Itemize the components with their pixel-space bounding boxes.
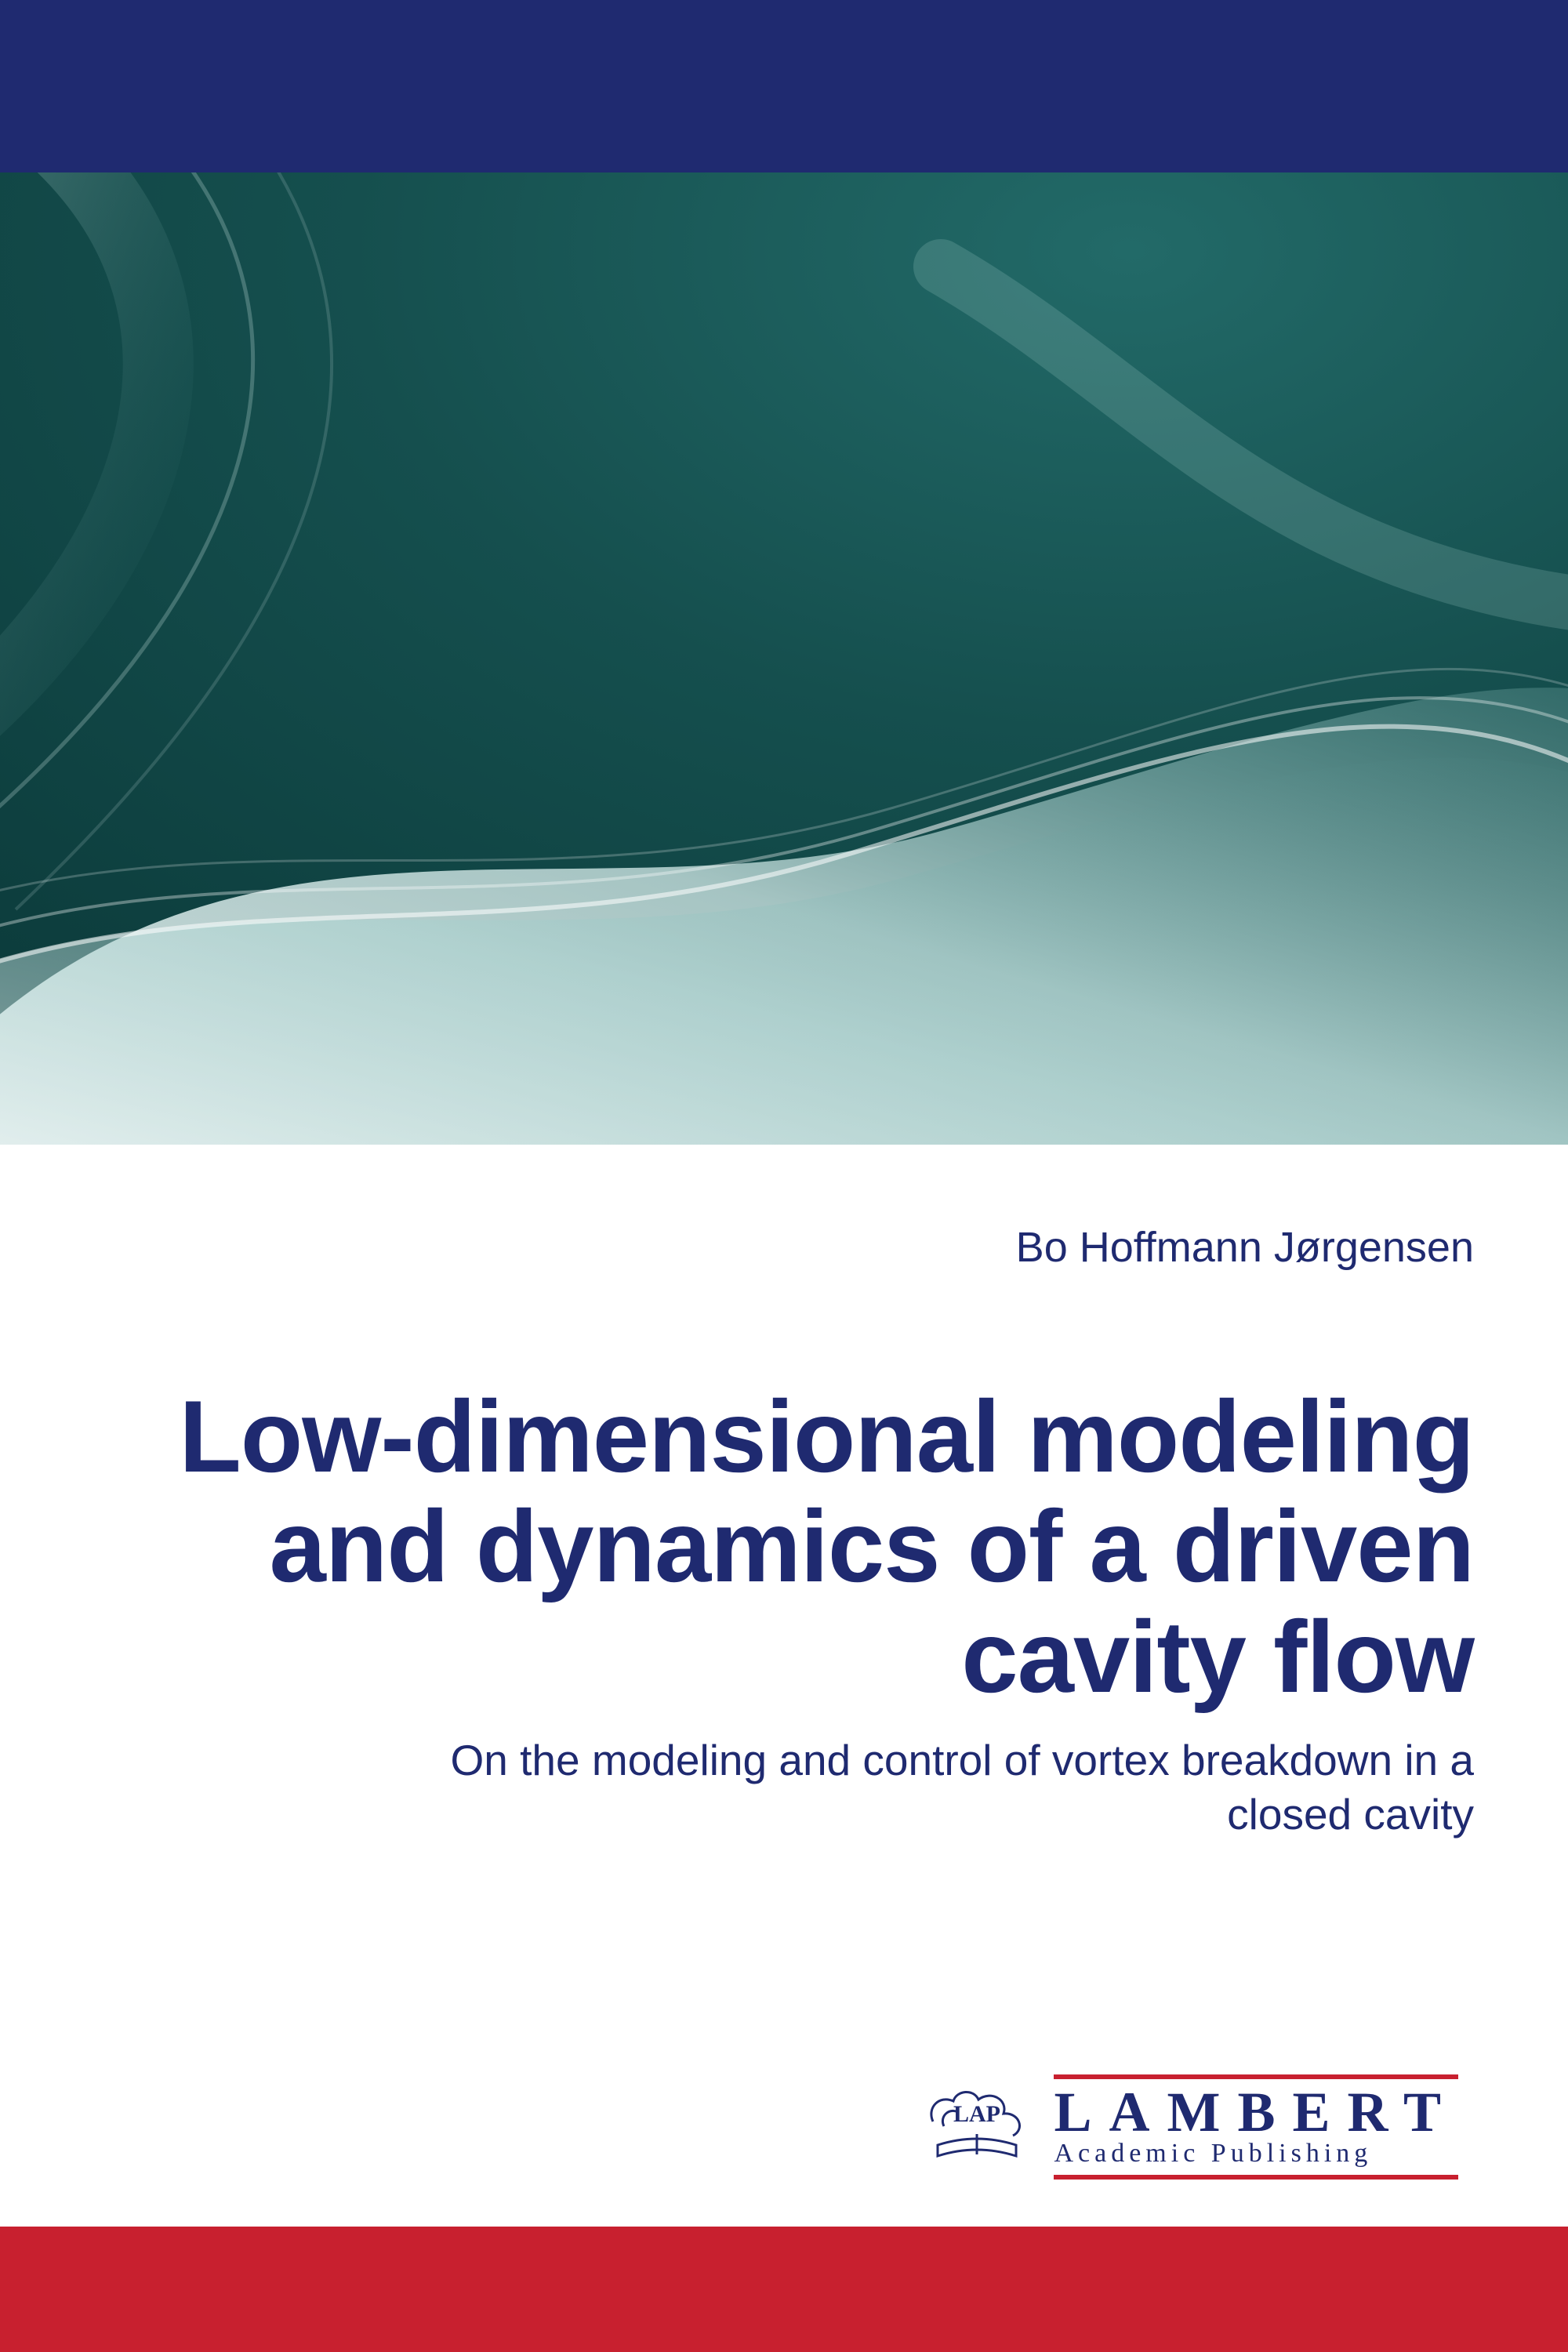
hero-swirl-svg (0, 172, 1568, 1145)
text-block: Bo Hoffmann Jørgensen Low-dimensional mo… (0, 1145, 1568, 2227)
publisher-text: LAMBERT Academic Publishing (1054, 2074, 1458, 2180)
top-navy-bar (0, 0, 1568, 172)
book-cover: Bo Hoffmann Jørgensen Low-dimensional mo… (0, 0, 1568, 2352)
publisher-row: LAP LAMBERT Academic Publishing (94, 2074, 1474, 2180)
bottom-red-bar (0, 2227, 1568, 2352)
publisher-name: LAMBERT (1054, 2084, 1458, 2140)
hero-abstract-image (0, 172, 1568, 1145)
book-title: Low-dimensional modeling and dynamics of… (179, 1381, 1474, 1711)
lap-badge-text: LAP (953, 2101, 1000, 2127)
book-subtitle: On the modeling and control of vortex br… (451, 1733, 1475, 1842)
publisher-tagline: Academic Publishing (1054, 2139, 1458, 2169)
lap-book-icon: LAP (922, 2084, 1032, 2170)
author-name: Bo Hoffmann Jørgensen (1016, 1223, 1474, 1272)
publisher-logo: LAP LAMBERT Academic Publishing (922, 2074, 1458, 2180)
